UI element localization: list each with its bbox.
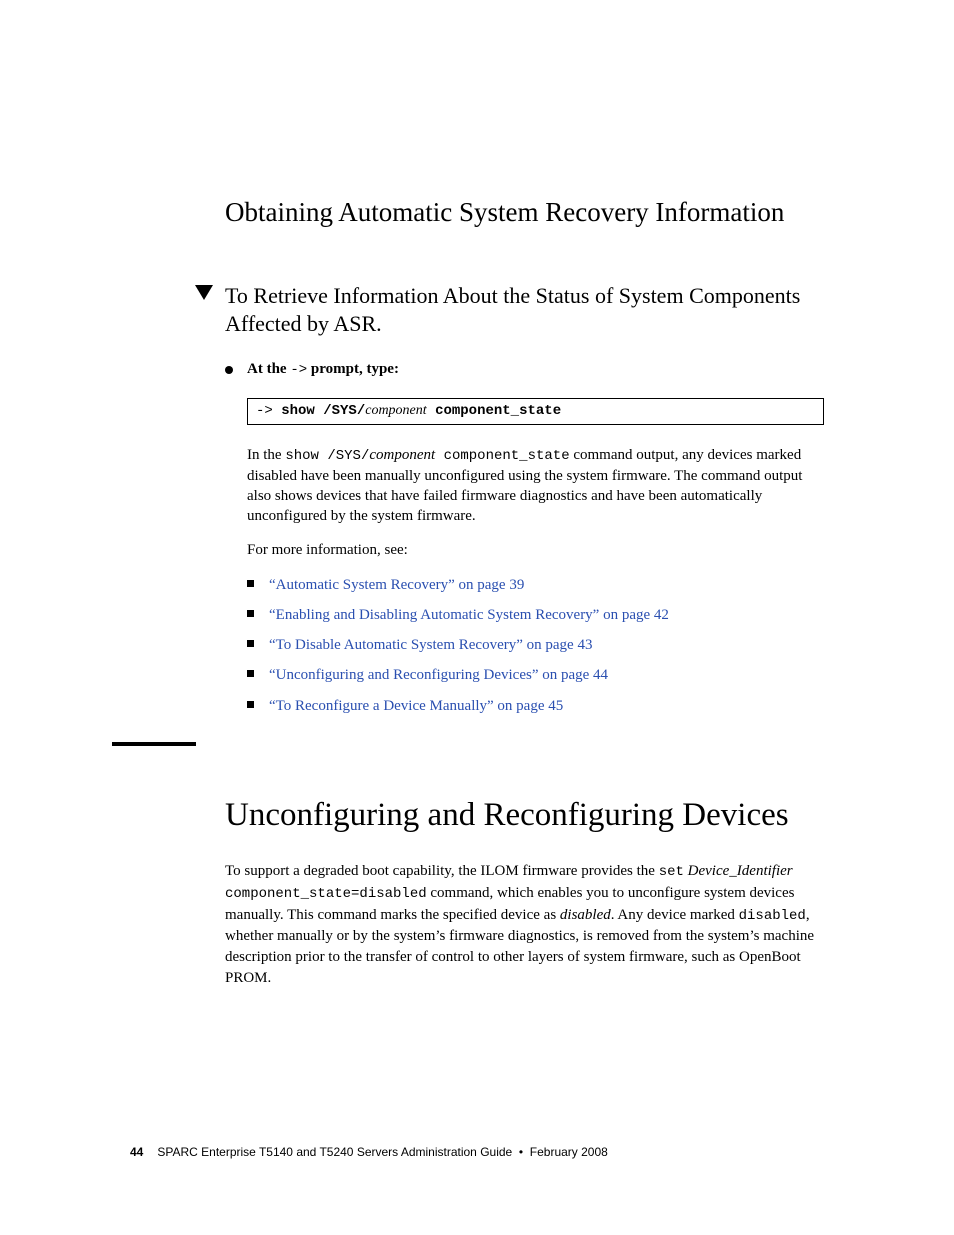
reference-list: “Automatic System Recovery” on page 39 “… — [247, 575, 824, 716]
page: Obtaining Automatic System Recovery Info… — [0, 0, 954, 1235]
p-i1: Device_Identifier — [688, 863, 793, 879]
explain-t1: In the — [247, 447, 285, 463]
p-t3: . Any device marked — [611, 907, 739, 923]
footer-sep: • — [519, 1145, 523, 1159]
command-box: -> show /SYS/component component_state — [247, 398, 824, 425]
square-bullet-icon — [247, 580, 254, 587]
more-info-label: For more information, see: — [247, 540, 824, 560]
footer-date: February 2008 — [530, 1145, 608, 1159]
list-item: “Enabling and Disabling Automatic System… — [247, 605, 824, 625]
square-bullet-icon — [247, 640, 254, 647]
cross-reference-link[interactable]: “To Disable Automatic System Recovery” o… — [269, 637, 592, 653]
section-heading: Unconfiguring and Reconfiguring Devices — [225, 796, 824, 836]
cmd-prompt: -> — [256, 403, 281, 419]
p-c3: disabled — [739, 908, 806, 924]
cmd-component: component — [365, 403, 426, 418]
page-footer: 44 SPARC Enterprise T5140 and T5240 Serve… — [130, 1145, 608, 1159]
section-2: Unconfiguring and Reconfiguring Devices … — [225, 796, 824, 989]
cmd-part2: component_state — [427, 403, 561, 419]
explain-c2: component_state — [435, 448, 569, 464]
cmd-part1: show /SYS/ — [281, 403, 365, 419]
square-bullet-icon — [247, 701, 254, 708]
procedure-title: To Retrieve Information About the Status… — [225, 282, 824, 339]
explain-i1: component — [369, 447, 435, 463]
cross-reference-link[interactable]: “Automatic System Recovery” on page 39 — [269, 577, 524, 593]
section-rule — [112, 742, 196, 746]
bullet-icon — [225, 366, 233, 374]
square-bullet-icon — [247, 610, 254, 617]
list-item: “Unconfiguring and Reconfiguring Devices… — [247, 665, 824, 685]
step-prefix: At the — [247, 361, 290, 377]
body-paragraph: To support a degraded boot capability, t… — [225, 861, 824, 989]
cross-reference-link[interactable]: “Enabling and Disabling Automatic System… — [269, 607, 669, 623]
step-suffix: prompt, type: — [307, 361, 399, 377]
explain-c1: show /SYS/ — [285, 448, 369, 464]
procedure-heading-row: To Retrieve Information About the Status… — [225, 282, 824, 339]
square-bullet-icon — [247, 670, 254, 677]
cross-reference-link[interactable]: “To Reconfigure a Device Manually” on pa… — [269, 698, 563, 714]
down-triangle-icon — [195, 285, 213, 300]
procedure-step: At the -> prompt, type: — [247, 361, 824, 378]
page-number: 44 — [130, 1145, 143, 1159]
list-item: “Automatic System Recovery” on page 39 — [247, 575, 824, 595]
footer-title: SPARC Enterprise T5140 and T5240 Servers… — [157, 1145, 512, 1159]
explain-paragraph: In the show /SYS/component component_sta… — [247, 445, 824, 527]
p-t1: To support a degraded boot capability, t… — [225, 863, 659, 879]
p-i2: disabled — [560, 907, 611, 923]
list-item: “To Reconfigure a Device Manually” on pa… — [247, 696, 824, 716]
list-item: “To Disable Automatic System Recovery” o… — [247, 635, 824, 655]
section-heading: Obtaining Automatic System Recovery Info… — [225, 196, 824, 230]
p-c1: set — [659, 864, 684, 880]
cross-reference-link[interactable]: “Unconfiguring and Reconfiguring Devices… — [269, 667, 608, 683]
step-code-inline: -> — [290, 362, 307, 378]
p-c2: component_state=disabled — [225, 886, 427, 902]
